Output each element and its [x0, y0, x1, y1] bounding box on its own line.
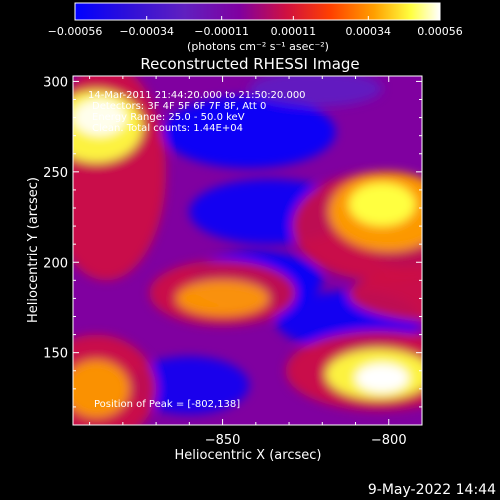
y-axis: 150 200 250 300 [43, 75, 422, 408]
heatmap-region [249, 76, 383, 107]
colorbar-tick-label: −0.00034 [119, 25, 174, 38]
x-tick-label: −800 [371, 433, 407, 448]
x-tick-label: −850 [205, 433, 241, 448]
annotation-time-range: 14-Mar-2011 21:44:20.000 to 21:50:20.000 [88, 90, 306, 101]
annotation-total-counts: Clean. Total counts: 1.44E+04 [92, 123, 243, 134]
heatmap-region [176, 280, 270, 317]
heatmap-region [348, 267, 422, 322]
colorbar-tick-label: 0.00034 [346, 25, 392, 38]
plot-frame [72, 75, 423, 426]
footer-timestamp: 9-May-2022 14:44 [367, 482, 496, 498]
colorbar-frame [74, 2, 441, 21]
y-axis-label: Heliocentric Y (arcsec) [26, 177, 41, 323]
colorbar-tick-label: 0.00056 [417, 25, 463, 38]
colorbar-tick-label: −0.00011 [194, 25, 249, 38]
heatmap-region [73, 359, 130, 418]
heatmap-image [73, 76, 500, 425]
chart-title: Reconstructed RHESSI Image [140, 55, 359, 73]
peak-position-label: Position of Peak = [-802,138] [94, 399, 240, 410]
y-tick-label: 250 [43, 166, 68, 181]
colorbar-ticks: −0.00056 −0.00034 −0.00011 0.00011 0.00034 0.… [48, 16, 463, 38]
colorbar-strip [75, 3, 440, 20]
heatmap-region [442, 317, 500, 389]
y-tick-label: 200 [43, 256, 68, 271]
colorbar-tick-label: −0.00056 [48, 25, 103, 38]
y-tick-label: 300 [43, 75, 68, 90]
colorbar: −0.00056 −0.00034 −0.00011 0.00011 0.00034 0.… [48, 2, 463, 53]
heatmap-region [162, 95, 336, 169]
colorbar-tick-label: 0.00011 [271, 25, 317, 38]
annotation-energy-range: Energy Range: 25.0 - 50.0 keV [92, 112, 245, 123]
heatmap-region [348, 182, 416, 227]
heatmap-region [442, 81, 500, 117]
annotation-block: 14-Mar-2011 21:44:20.000 to 21:50:20.000… [88, 90, 306, 134]
x-axis-label: Heliocentric X (arcsec) [175, 448, 322, 463]
y-tick-label: 150 [43, 347, 68, 362]
colorbar-units-label: (photons cm⁻² s⁻¹ asec⁻²) [187, 40, 329, 53]
heatmap-region [355, 363, 409, 393]
x-axis: −850−800−750 [89, 76, 423, 448]
heatmap-region [73, 99, 127, 136]
heatmap-region [129, 356, 250, 415]
heatmap-region [469, 284, 500, 313]
annotation-detectors: Detectors: 3F 4F 5F 6F 7F 8F, Att 0 [92, 101, 266, 112]
heatmap-region [488, 121, 500, 193]
